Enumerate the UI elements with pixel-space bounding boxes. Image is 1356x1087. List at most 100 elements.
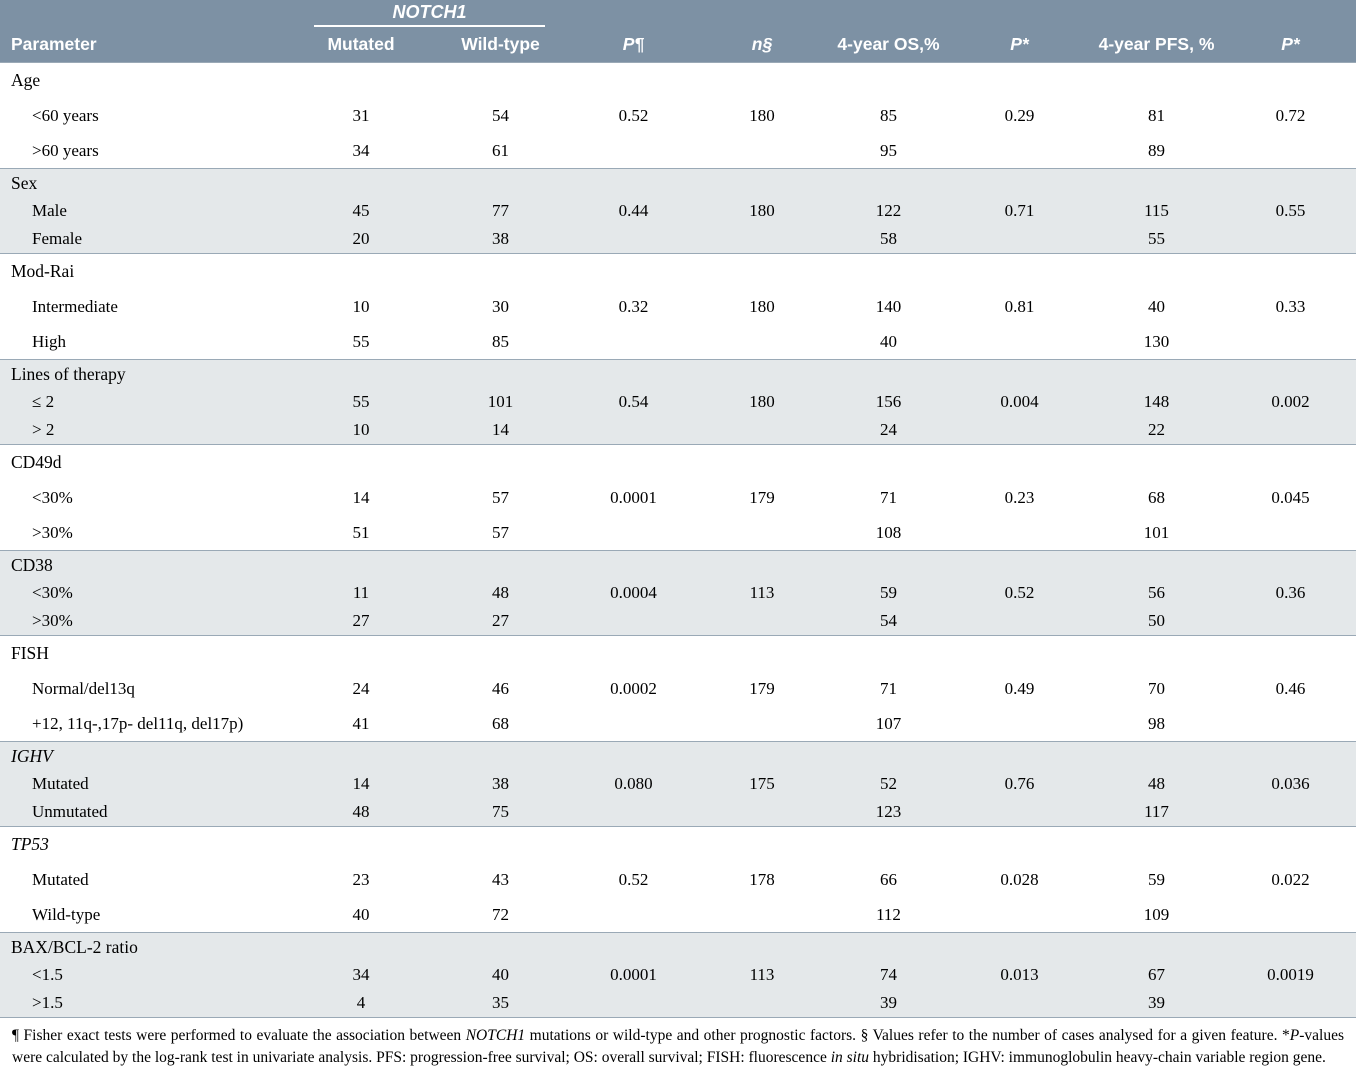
cell-p-os: 0.49: [1004, 678, 1035, 698]
cell-n: 175: [749, 774, 775, 793]
column-header-p-pfs: P*: [1281, 34, 1300, 54]
cell-pfs-4yr: 67: [1148, 965, 1165, 984]
cell-mutated: 55: [352, 331, 370, 351]
cell-p-fisher: 0.54: [618, 392, 649, 411]
table-body: Age <60 years 31 54 0.52 180 85 0.29 81 0.72 >60 y…: [0, 62, 1356, 1017]
cell-wildtype: 75: [492, 802, 509, 821]
table-header-columns-row: Parameter Mutated Wild-type P¶ n§ 4-year OS,%…: [0, 27, 1356, 62]
table-section: TP53 Mutated 23 43 0.52 178 66 0.028 59 0.022 Wild…: [0, 826, 1356, 932]
table-section: CD38 <30% 11 48 0.0004 113 59 0.52 56 0.36 >30% 27 2…: [0, 550, 1356, 635]
cell-pfs-4yr: 55: [1148, 229, 1165, 248]
cell-p-pfs: 0.46: [1275, 678, 1306, 698]
cell-pfs-4yr: 56: [1148, 583, 1165, 602]
cell-pfs-4yr: 81: [1148, 105, 1165, 125]
footnote-segment: NOTCH1: [465, 1027, 526, 1044]
cell-n: 113: [749, 965, 775, 984]
section-label: CD49d: [11, 452, 62, 472]
cell-p-fisher: 0.52: [618, 105, 649, 125]
table-row: <30% 14 57 0.0001 179 71 0.23 68 0.045: [0, 480, 1356, 515]
row-parameter: >30%: [32, 611, 73, 630]
table-section: IGHV Mutated 14 38 0.080 175 52 0.76 48 0.036 Unmu…: [0, 741, 1356, 826]
cell-mutated: 41: [352, 713, 370, 733]
cell-pfs-4yr: 59: [1148, 869, 1165, 889]
row-parameter: +12, 11q-,17p- del11q, del17p): [32, 713, 244, 733]
cell-os-4yr: 108: [875, 522, 902, 542]
cell-mutated: 34: [352, 140, 370, 160]
row-parameter: >30%: [32, 522, 73, 542]
cell-n: 179: [749, 678, 775, 698]
cell-mutated: 23: [352, 869, 370, 889]
cell-pfs-4yr: 39: [1148, 993, 1165, 1012]
cell-pfs-4yr: 40: [1148, 296, 1165, 316]
cell-os-4yr: 40: [880, 331, 897, 351]
cell-mutated: 10: [352, 296, 370, 316]
table-row: Unmutated 48 75 123 117: [0, 798, 1356, 826]
cell-n: 179: [749, 487, 775, 507]
cell-p-os: 0.29: [1004, 105, 1035, 125]
cell-wildtype: 14: [492, 420, 509, 439]
cell-wildtype: 43: [492, 869, 509, 889]
cell-wildtype: 57: [492, 487, 509, 507]
column-header-wildtype: Wild-type: [461, 34, 540, 54]
cell-p-fisher: 0.32: [618, 296, 649, 316]
cell-wildtype: 57: [492, 522, 509, 542]
cell-mutated: 14: [352, 774, 370, 793]
footnote-segment: ¶ Fisher exact tests were performed to e…: [12, 1027, 466, 1044]
cell-p-os: 0.71: [1004, 201, 1035, 220]
cell-p-os: 0.013: [1000, 965, 1039, 984]
cell-os-4yr: 39: [880, 993, 897, 1012]
cell-p-os: 0.23: [1004, 487, 1035, 507]
cell-p-fisher: 0.44: [618, 201, 649, 220]
cell-os-4yr: 107: [875, 713, 902, 733]
cell-n: 178: [749, 869, 775, 889]
cell-mutated: 10: [352, 420, 370, 439]
footnote-segment: mutations or wild-type and other prognos…: [525, 1027, 1290, 1044]
column-header-os-4yr: 4-year OS,%: [837, 34, 940, 54]
cell-wildtype: 46: [492, 678, 509, 698]
row-parameter: Unmutated: [32, 802, 108, 821]
row-parameter: Male: [32, 201, 67, 220]
row-parameter: > 2: [32, 420, 55, 439]
cell-pfs-4yr: 98: [1148, 713, 1165, 733]
cell-wildtype: 54: [492, 105, 509, 125]
cell-os-4yr: 140: [875, 296, 902, 316]
cell-os-4yr: 95: [880, 140, 897, 160]
row-parameter: <60 years: [32, 105, 99, 125]
cell-os-4yr: 24: [880, 420, 897, 439]
row-parameter: <30%: [32, 487, 73, 507]
cell-mutated: 27: [352, 611, 370, 630]
table-row: > 2 10 14 24 22: [0, 416, 1356, 444]
footnote-segment: hybridisation; IGHV: immunoglobulin heav…: [869, 1049, 1326, 1066]
cell-p-pfs: 0.022: [1271, 869, 1310, 889]
cell-n: 180: [749, 105, 775, 125]
column-header-p-fisher: P¶: [622, 34, 645, 54]
cell-os-4yr: 122: [875, 201, 902, 220]
table-row: <1.5 34 40 0.0001 113 74 0.013 67 0.0019: [0, 961, 1356, 989]
cell-wildtype: 101: [487, 392, 514, 411]
cell-wildtype: 38: [492, 774, 509, 793]
cell-p-os: 0.76: [1004, 774, 1035, 793]
section-label: Mod-Rai: [11, 261, 75, 281]
cell-n: 180: [749, 296, 775, 316]
cell-p-pfs: 0.036: [1271, 774, 1310, 793]
section-label: TP53: [11, 834, 49, 854]
cell-pfs-4yr: 68: [1148, 487, 1165, 507]
table-row: Male 45 77 0.44 180 122 0.71 115 0.55: [0, 197, 1356, 225]
row-parameter: Female: [32, 229, 83, 248]
cell-p-pfs: 0.55: [1275, 201, 1306, 220]
cell-p-fisher: 0.0001: [610, 487, 657, 507]
table-row: <30% 11 48 0.0004 113 59 0.52 56 0.36: [0, 579, 1356, 607]
row-parameter: Intermediate: [32, 296, 118, 316]
cell-mutated: 34: [352, 965, 370, 984]
row-parameter: >1.5: [32, 993, 63, 1012]
table-row: ≤ 2 55 101 0.54 180 156 0.004 148 0.002: [0, 388, 1356, 416]
cell-os-4yr: 59: [880, 583, 897, 602]
cell-p-pfs: 0.002: [1271, 392, 1310, 411]
cell-pfs-4yr: 22: [1148, 420, 1165, 439]
cell-wildtype: 40: [492, 965, 509, 984]
row-parameter: <30%: [32, 583, 73, 602]
cell-wildtype: 85: [492, 331, 509, 351]
table-section: FISH Normal/del13q 24 46 0.0002 179 71 0.49 70 0.…: [0, 635, 1356, 741]
cell-wildtype: 48: [492, 583, 509, 602]
table-section: Age <60 years 31 54 0.52 180 85 0.29 81 0.72 >60 y…: [0, 62, 1356, 168]
